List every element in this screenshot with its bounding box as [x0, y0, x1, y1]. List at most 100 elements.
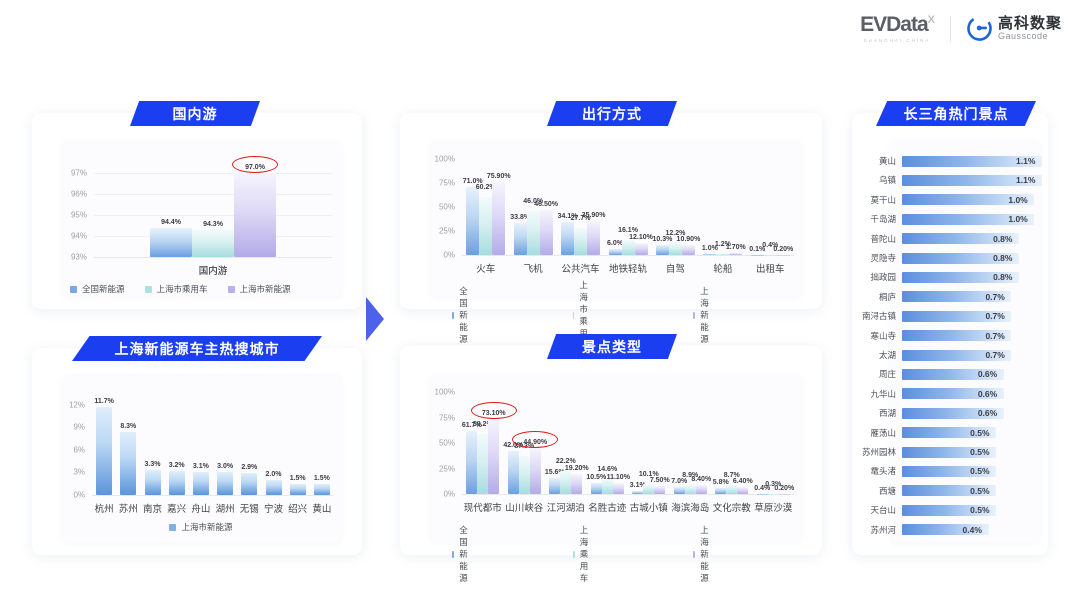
bar-travel-3-1	[621, 239, 635, 255]
panel-domestic-plotcard	[62, 141, 342, 297]
legend-item-spot_type-1[interactable]: 上海乘用车	[572, 524, 594, 584]
evdata-logo-subtitle: SHANGHAI CHINA	[863, 38, 931, 43]
data-label-spot_type-1-1: 37.3%	[514, 442, 535, 450]
legend-spot_type: 全国新能源 上海乘用车 上海新能源	[452, 524, 802, 584]
hot-spot-row-16[interactable]: 鼋头渚 0.5%	[856, 464, 1042, 478]
data-label-domestic-0-2: 97.0%	[245, 164, 265, 172]
y-axis-tick-domestic-0: 93%	[70, 252, 87, 262]
y-axis-tick-travel-3: 75%	[438, 178, 455, 188]
hot-spot-value-10: 0.7%	[985, 350, 1005, 360]
hot-spot-row-19[interactable]: 苏州河 0.4%	[856, 523, 1042, 537]
data-label-spot_type-5-2: 8.40%	[691, 476, 712, 484]
hot-spot-value-6: 0.8%	[993, 272, 1013, 283]
bar-spot_type-4-2	[654, 486, 666, 494]
legend-swatch-spot_type-0	[452, 550, 455, 558]
hot-spot-track-7: 0.7%	[902, 291, 1042, 303]
hot-spot-name-16: 鼋头渚	[870, 466, 896, 477]
x-axis-label-travel-3: 地铁轻轨	[608, 264, 648, 275]
bar-travel-5-2	[729, 253, 743, 255]
data-label-spot_type-4-0: 3.1%	[629, 481, 646, 489]
bar-spot_type-2-1	[560, 471, 572, 494]
hot-spot-row-9[interactable]: 寒山寺 0.7%	[856, 329, 1042, 343]
data-label-spot_type-6-0: 5.8%	[712, 479, 729, 487]
hot-spot-value-13: 0.6%	[977, 408, 998, 419]
bar-travel-6-2	[776, 254, 790, 256]
legend-swatch-domestic-0	[70, 285, 77, 293]
legend-item-spot_type-2[interactable]: 上海新能源	[693, 524, 714, 584]
hot-spot-row-5[interactable]: 灵隐寺 0.8%	[856, 251, 1042, 265]
hot-spot-row-12[interactable]: 九华山 0.6%	[856, 387, 1042, 401]
data-label-travel-2-1: 27.7%	[570, 215, 591, 223]
hot-spot-value-3: 1.0%	[1008, 214, 1028, 225]
legend-item-travel-2[interactable]: 上海新能源	[693, 285, 714, 345]
x-axis-label-travel-5: 轮船	[713, 264, 733, 275]
hot-spot-name-13: 西湖	[878, 408, 896, 419]
bar-spot_type-4-0	[632, 490, 644, 494]
hot-spot-row-2[interactable]: 莫干山 1.0%	[856, 193, 1042, 207]
legend-label-spot_type-1: 上海乘用车	[579, 525, 589, 583]
hot-spot-row-10[interactable]: 太湖 0.7%	[856, 348, 1042, 362]
data-label-cities-0-0: 11.7%	[94, 397, 114, 405]
legend-label-domestic-2: 上海市新能源	[239, 284, 291, 294]
legend-domestic: 全国新能源 上海市乘用车 上海市新能源	[70, 283, 342, 295]
legend-item-domestic-1[interactable]: 上海市乘用车	[144, 283, 208, 295]
gausscode-mark-icon	[967, 16, 992, 41]
x-axis-label-spot_type-3: 名胜古迹	[588, 503, 627, 514]
hot-spot-track-4: 0.8%	[902, 233, 1042, 245]
x-axis-label-spot_type-1: 山川峡谷	[505, 503, 544, 514]
hot-spot-row-7[interactable]: 桐庐 0.7%	[856, 290, 1042, 304]
hot-spot-row-15[interactable]: 苏州园林 0.5%	[856, 445, 1042, 459]
logo-divider	[949, 15, 951, 42]
gridline-domestic-3	[94, 194, 332, 196]
hot-spot-row-1[interactable]: 乌镇 1.1%	[856, 173, 1042, 187]
hot-spot-row-17[interactable]: 西塘 0.5%	[856, 484, 1042, 498]
hot-spot-value-0: 1.1%	[1016, 156, 1036, 166]
legend-label-spot_type-2: 上海新能源	[700, 525, 709, 583]
data-label-spot_type-1-0: 42.0%	[503, 442, 524, 450]
hot-spot-track-15: 0.5%	[902, 446, 1042, 458]
data-label-cities-9-0: 1.5%	[313, 474, 330, 482]
hot-spot-row-0[interactable]: 黄山 1.1%	[856, 154, 1042, 168]
hot-spot-row-6[interactable]: 拙政园 0.8%	[856, 270, 1042, 284]
hot-spot-value-14: 0.5%	[970, 427, 990, 438]
hot-spot-name-12: 九华山	[870, 388, 896, 399]
data-label-spot_type-5-0: 7.0%	[671, 477, 688, 485]
x-axis-label-cities-0: 杭州	[94, 504, 114, 515]
x-axis-label-cities-1: 苏州	[118, 504, 138, 515]
data-label-spot_type-4-1: 10.1%	[638, 470, 659, 478]
hot-spot-bar-4	[902, 233, 1020, 245]
panel-title-hot-spots: 长三角热门景点	[876, 101, 1036, 126]
hot-spot-row-3[interactable]: 千岛湖 1.0%	[856, 212, 1042, 226]
hot-spot-name-7: 桐庐	[878, 291, 896, 302]
hot-spot-track-2: 1.0%	[902, 194, 1042, 206]
evdata-logo-text: EVDataX	[860, 13, 935, 36]
legend-item-domestic-2[interactable]: 上海市新能源	[227, 283, 291, 295]
hot-spot-row-8[interactable]: 南浔古镇 0.7%	[856, 309, 1042, 323]
legend-item-spot_type-0[interactable]: 全国新能源	[452, 524, 473, 584]
legend-item-travel-0[interactable]: 全国新能源	[452, 285, 473, 345]
hot-spot-track-11: 0.6%	[902, 368, 1042, 380]
x-axis-label-cities-3: 嘉兴	[167, 504, 187, 515]
header-logos: EVDataX SHANGHAI CHINA 高科数聚 Gausscode	[860, 14, 1062, 43]
y-axis-tick-travel-2: 50%	[438, 202, 455, 212]
legend-item-cities-0[interactable]: 上海市新能源	[169, 521, 233, 533]
hot-spot-row-14[interactable]: 雁荡山 0.5%	[856, 426, 1042, 440]
gridline-domestic-2	[94, 215, 332, 217]
hot-spot-value-4: 0.8%	[993, 233, 1013, 244]
legend-item-domestic-0[interactable]: 全国新能源	[70, 283, 125, 295]
hot-spot-row-13[interactable]: 西湖 0.6%	[856, 406, 1042, 420]
x-axis-label-spot_type-2: 江河湖泊	[546, 503, 585, 514]
bar-travel-0-0	[466, 186, 480, 255]
hot-spot-row-18[interactable]: 天台山 0.5%	[856, 503, 1042, 517]
chart-hot-spots: 黄山 1.1% 乌镇 1.1% 莫干山 1.0% 千岛湖 1.0% 普陀山 0.8% 灵隐寺 0.8%…	[856, 140, 1042, 543]
hot-spot-row-4[interactable]: 普陀山 0.8%	[856, 232, 1042, 246]
x-axis-label-cities-7: 宁波	[263, 504, 284, 515]
hot-spot-bar-3	[902, 213, 1035, 225]
data-label-spot_type-0-2: 73.10%	[481, 410, 506, 418]
legend-swatch-spot_type-1	[572, 550, 575, 558]
hot-spot-bar-15	[902, 446, 997, 458]
legend-swatch-travel-0	[452, 311, 455, 319]
data-label-travel-2-2: 35.90%	[581, 211, 606, 219]
evdata-logo: EVDataX SHANGHAI CHINA	[860, 13, 935, 43]
hot-spot-row-11[interactable]: 周庄 0.6%	[856, 367, 1042, 381]
